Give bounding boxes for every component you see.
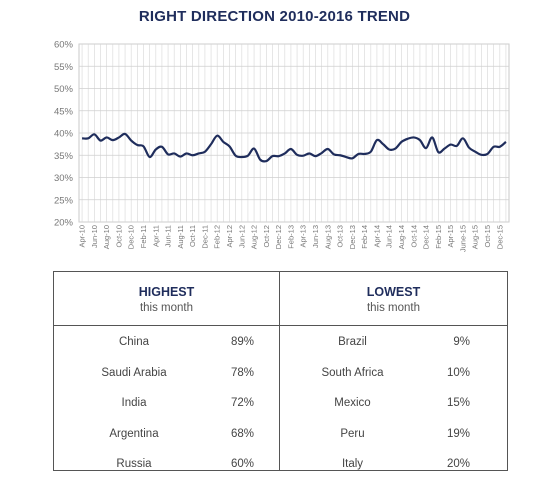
x-tick-label: Oct-15 [483,225,492,248]
country-name: South Africa [321,366,384,379]
table-row: India 72% [54,391,279,422]
table-row: Mexico 15% [280,391,507,422]
x-tick-label: Dec-10 [127,225,136,249]
x-tick-label: Oct-10 [114,225,123,248]
y-tick-label: 30% [54,173,74,184]
x-tick-label: Aug-15 [471,225,480,249]
table-row: Saudi Arabia 78% [54,361,279,392]
trend-line-chart: 60%55%50%45%40%35%30%25%20%Apr-10 Jun-10 A… [54,40,510,252]
x-tick-label: Apr-14 [372,225,381,248]
y-tick-label: 35% [54,151,74,162]
table-row: Italy 20% [280,452,507,483]
country-name: Mexico [334,397,371,410]
country-ranking-table: HIGHEST this month China 89% Saudi Arabi… [53,271,508,471]
table-row: Peru 19% [280,422,507,453]
x-tick-label: Feb-13 [286,225,295,249]
highest-subheading: this month [139,302,194,314]
x-tick-label: Dec-12 [274,225,283,249]
lowest-column: LOWEST this month Brazil 9% South Africa… [280,272,507,470]
table-header-divider [54,325,507,326]
y-tick-label: 60% [54,40,74,51]
x-tick-label: Aug-14 [397,225,406,249]
country-name: Saudi Arabia [101,366,167,379]
country-value: 9% [453,336,470,348]
x-tick-label: Dec-14 [422,225,431,249]
x-tick-label: Jun-12 [237,225,246,248]
country-value: 78% [230,366,254,379]
x-tick-label: Oct-13 [336,225,345,248]
table-column-divider [279,272,280,470]
x-tick-label: Oct-12 [262,225,271,248]
x-tick-label: Aug-10 [102,225,111,249]
y-tick-label: 20% [54,218,74,229]
country-name: Peru [340,427,365,440]
country-value: 19% [446,427,470,440]
x-tick-label: Apr-13 [299,225,308,248]
country-name: Italy [341,458,364,471]
country-value: 10% [446,366,470,379]
country-name: China [118,336,150,348]
x-tick-label: Feb-11 [139,225,148,248]
country-value: 20% [446,458,470,471]
country-name: Argentina [109,427,159,440]
x-tick-label: Apr-15 [446,225,455,248]
x-tick-label: Jun-11 [164,225,173,247]
highest-header: HIGHEST this month [54,272,279,314]
highest-column: HIGHEST this month China 89% Saudi Arabi… [54,272,279,470]
x-tick-label: Dec-13 [348,225,357,249]
x-tick-label: Dec-11 [200,225,209,249]
x-tick-label: Aug-12 [250,225,259,249]
y-tick-label: 50% [54,84,74,95]
x-tick-label: Jun-14 [385,225,394,248]
x-tick-label: Apr-12 [225,225,234,248]
y-tick-label: 45% [54,106,74,117]
country-name: India [121,397,147,410]
table-row: Argentina 68% [54,422,279,453]
table-row: Brazil 9% [280,330,507,361]
y-tick-label: 25% [54,195,74,206]
lowest-subheading: this month [366,302,421,314]
x-tick-label: June-15 [458,225,467,252]
y-tick-label: 55% [54,62,74,73]
highest-heading: HIGHEST [138,285,195,299]
x-tick-label: Aug-13 [323,225,332,249]
chart-title: RIGHT DIRECTION 2010-2016 TREND [138,8,411,25]
lowest-heading: LOWEST [366,285,421,299]
table-row: South Africa 10% [280,361,507,392]
country-value: 68% [230,427,254,440]
country-value: 15% [446,397,470,410]
x-tick-label: Oct-14 [409,225,418,248]
x-tick-label: Jun-10 [90,225,99,248]
x-tick-label: Feb-12 [213,225,222,249]
x-tick-label: Aug-11 [176,225,185,249]
lowest-header: LOWEST this month [280,272,507,314]
x-tick-label: Feb-15 [434,225,443,249]
table-row: Russia 60% [54,452,279,483]
y-tick-label: 40% [54,129,74,140]
country-value: 72% [230,397,254,410]
country-name: Brazil [338,336,367,348]
country-name: Russia [116,458,152,471]
x-tick-label: Oct-11 [188,225,197,247]
country-value: 89% [230,336,254,348]
country-value: 60% [230,458,254,471]
x-tick-label: Jun-13 [311,225,320,248]
x-tick-label: Feb-14 [360,225,369,249]
x-tick-label: Apr-10 [78,225,87,248]
x-tick-label: Apr-11 [151,225,160,247]
series-line [82,132,507,163]
x-tick-label: Dec-15 [495,225,504,249]
table-row: China 89% [54,330,279,361]
